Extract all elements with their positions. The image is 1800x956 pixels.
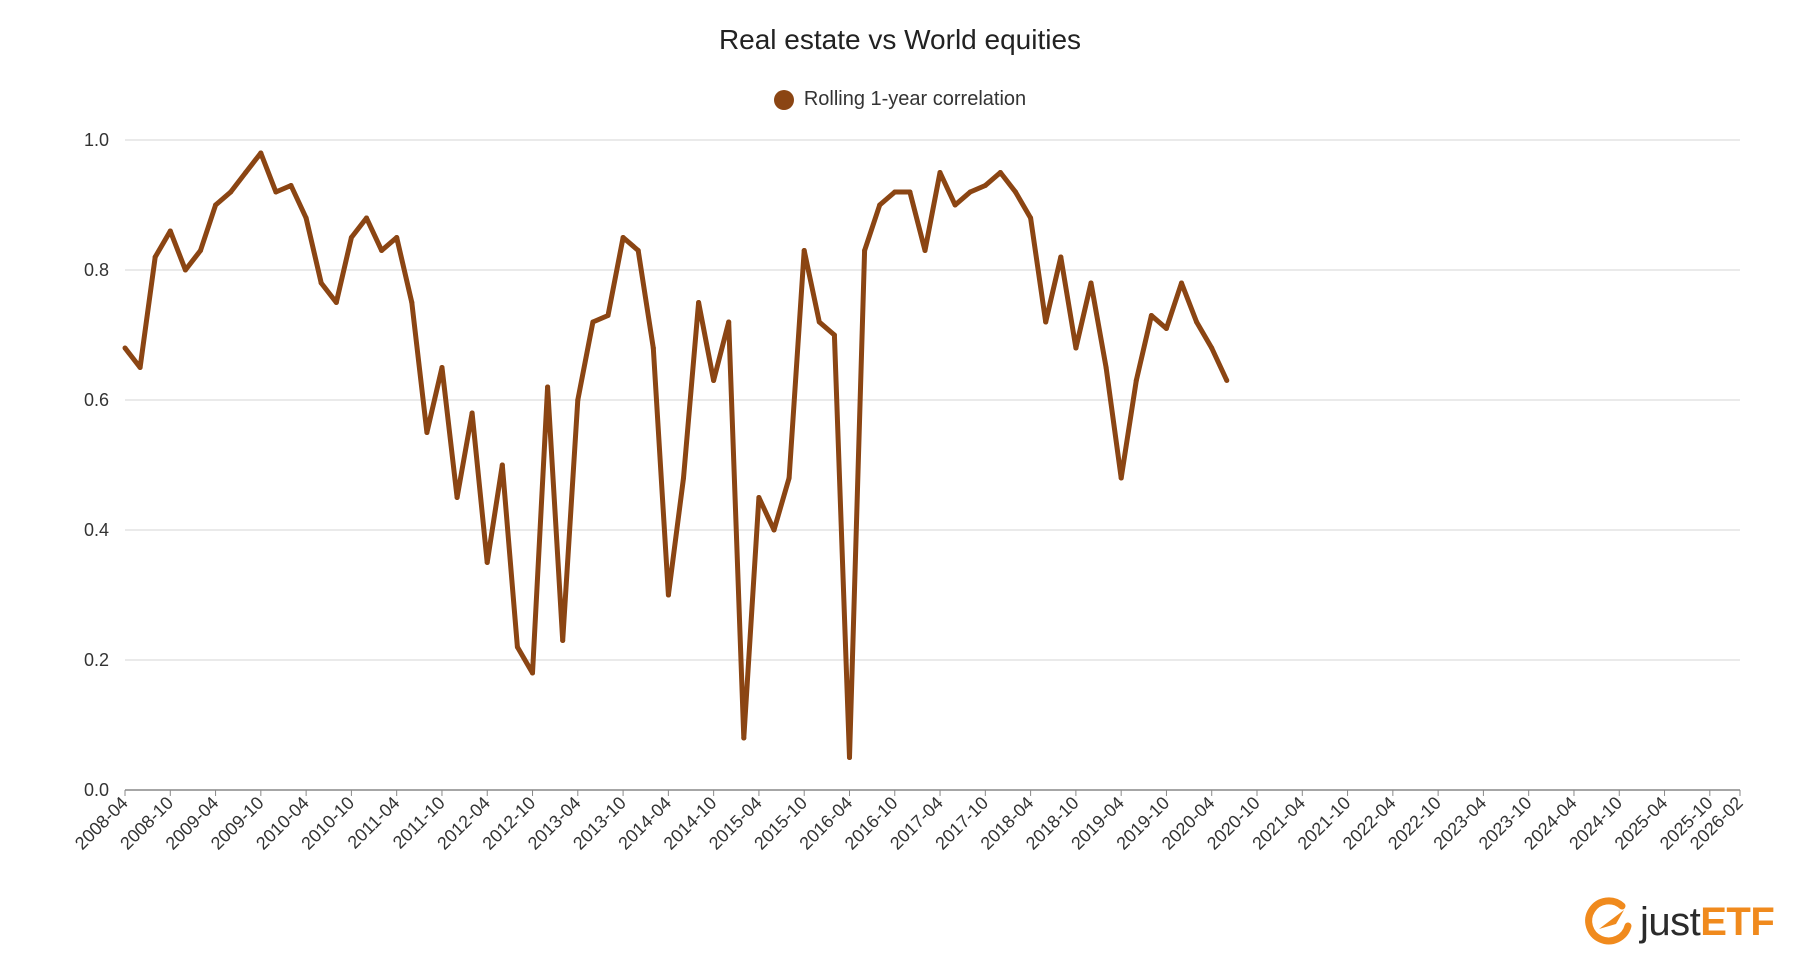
- data-point: [560, 638, 566, 643]
- data-point: [1163, 326, 1169, 331]
- series-line-rolling-correlation: [123, 150, 1230, 760]
- data-point: [620, 235, 626, 240]
- data-point: [952, 202, 958, 208]
- chart-title: Real estate vs World equities: [718, 24, 1082, 55]
- data-point: [318, 280, 324, 286]
- logo-text-etf: ETF: [1700, 899, 1775, 944]
- data-point: [499, 462, 505, 468]
- data-point: [469, 410, 475, 416]
- data-point: [786, 475, 792, 481]
- y-tick-label: 0.4: [84, 520, 109, 540]
- data-point: [379, 248, 385, 253]
- data-point: [877, 202, 883, 208]
- data-point: [801, 248, 807, 253]
- gridlines: [125, 139, 1740, 791]
- logo-text-just: just: [1640, 899, 1701, 944]
- data-point: [137, 365, 143, 370]
- data-point: [590, 319, 596, 325]
- y-axis-ticks: 0.0 0.2 0.4 0.6 0.8 1.0: [84, 130, 109, 800]
- data-point: [741, 735, 747, 741]
- x-axis-ticks: 2008-042008-102009-042009-102010-042010-…: [71, 790, 1747, 854]
- data-point: [439, 365, 445, 370]
- data-point: [167, 228, 173, 234]
- data-point: [530, 670, 535, 676]
- data-point: [665, 592, 671, 598]
- data-point: [152, 254, 158, 260]
- data-point: [1028, 215, 1034, 221]
- data-point: [605, 313, 611, 318]
- data-point: [831, 332, 837, 338]
- y-tick-label: 0.0: [84, 780, 109, 800]
- data-point: [696, 300, 702, 305]
- y-tick-label: 0.2: [84, 650, 109, 670]
- data-point: [288, 183, 294, 188]
- data-point: [635, 248, 641, 253]
- data-point: [1179, 280, 1184, 286]
- data-point: [514, 644, 520, 650]
- data-point: [348, 235, 354, 240]
- justetf-logo: justETF: [1582, 896, 1775, 948]
- data-point: [182, 267, 188, 273]
- data-point: [907, 189, 913, 195]
- legend: Rolling 1-year correlation: [0, 88, 1800, 111]
- data-point: [198, 248, 203, 253]
- data-point: [484, 560, 490, 565]
- data-point: [394, 235, 400, 240]
- data-point: [1194, 319, 1200, 325]
- y-tick-label: 0.8: [84, 260, 109, 280]
- data-point: [756, 495, 762, 500]
- data-point: [771, 527, 777, 533]
- justetf-logo-icon: [1585, 897, 1632, 945]
- data-point: [1058, 254, 1064, 260]
- data-point: [258, 150, 264, 156]
- data-point: [892, 189, 898, 195]
- data-point: [364, 215, 369, 221]
- data-point: [967, 189, 973, 195]
- data-point: [454, 495, 460, 500]
- data-point: [862, 248, 868, 253]
- data-point: [1043, 319, 1049, 325]
- y-tick-label: 1.0: [84, 130, 109, 150]
- data-point: [681, 475, 686, 481]
- data-point: [1103, 365, 1109, 370]
- data-point: [273, 189, 279, 195]
- data-point: [711, 378, 717, 383]
- data-point: [816, 319, 822, 325]
- data-point: [1133, 378, 1139, 383]
- data-point: [409, 300, 415, 305]
- legend-label: Rolling 1-year correlation: [803, 88, 1027, 110]
- y-tick-label: 0.6: [84, 390, 109, 410]
- data-point: [1209, 345, 1215, 351]
- data-point: [243, 170, 249, 175]
- data-point: [650, 345, 656, 351]
- data-point: [575, 397, 581, 403]
- legend-swatch: [773, 89, 794, 110]
- data-point: [333, 300, 339, 305]
- data-point: [1073, 345, 1079, 351]
- data-point: [1224, 378, 1230, 383]
- data-point: [424, 430, 430, 435]
- data-point: [545, 384, 551, 390]
- data-point: [982, 183, 988, 188]
- data-point: [922, 248, 928, 253]
- justetf-logo-text: justETF: [1640, 899, 1775, 945]
- data-point: [213, 202, 219, 208]
- data-point: [1148, 313, 1154, 318]
- data-point: [122, 345, 128, 351]
- data-point: [726, 319, 732, 325]
- data-point: [1013, 189, 1018, 195]
- data-point: [997, 170, 1003, 175]
- series-layer: [122, 150, 1230, 760]
- data-point: [303, 215, 309, 221]
- data-point: [1088, 280, 1094, 286]
- data-point: [847, 755, 852, 760]
- data-point: [937, 170, 943, 175]
- data-point: [1118, 475, 1124, 481]
- data-point: [228, 189, 234, 195]
